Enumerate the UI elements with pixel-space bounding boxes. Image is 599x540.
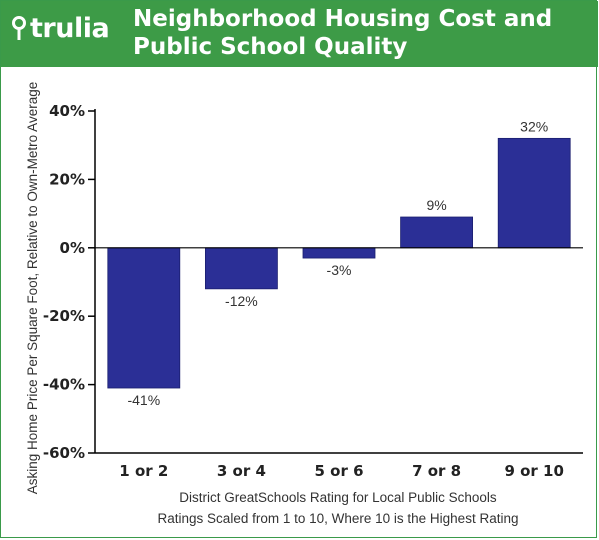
- bar-1-or-2: [107, 247, 181, 389]
- y-tick-label: -40%: [43, 376, 85, 394]
- data-label: -12%: [225, 293, 258, 309]
- chart-title: Neighborhood Housing Cost and Public Sch…: [133, 5, 588, 61]
- y-tick-label: 0%: [60, 239, 85, 257]
- x-axis-title-line2: Ratings Scaled from 1 to 10, Where 10 is…: [158, 511, 519, 526]
- y-tick-label: 40%: [49, 102, 85, 120]
- data-label: 32%: [520, 118, 548, 134]
- x-category-label: 7 or 8: [412, 462, 461, 480]
- location-pin-icon: [12, 16, 26, 40]
- y-tick-label: -20%: [43, 307, 85, 325]
- logo-text: trulia: [30, 13, 110, 44]
- y-axis-ticks: 40% 20% 0% -20% -40% -60%: [43, 102, 95, 462]
- x-category-label: 5 or 6: [314, 462, 363, 480]
- x-category-label: 9 or 10: [504, 462, 563, 480]
- y-axis-title: Asking Home Price Per Square Foot, Relat…: [25, 82, 40, 494]
- data-label: -3%: [327, 262, 352, 278]
- bar-7-or-8: [400, 216, 474, 249]
- x-category-label: 1 or 2: [119, 462, 168, 480]
- bars: [107, 137, 571, 389]
- y-tick-label: 20%: [49, 170, 85, 188]
- bar-3-or-4: [204, 247, 278, 290]
- bar-9-or-10: [497, 137, 571, 249]
- x-axis-labels: 1 or 2 3 or 4 5 or 6 7 or 8 9 or 10: [119, 462, 564, 480]
- data-labels: -41% -12% -3% 9% 32%: [127, 118, 548, 408]
- axes: [94, 109, 583, 454]
- chart-title-line2: Public School Quality: [133, 34, 408, 60]
- chart-title-line1: Neighborhood Housing Cost and: [133, 6, 553, 32]
- y-tick-label: -60%: [43, 444, 85, 462]
- x-axis-title-line1: District GreatSchools Rating for Local P…: [179, 490, 497, 505]
- data-label: 9%: [426, 197, 446, 213]
- data-label: -41%: [127, 392, 160, 408]
- x-category-label: 3 or 4: [217, 462, 266, 480]
- trulia-logo: trulia: [11, 13, 110, 44]
- bar-5-or-6: [302, 247, 376, 259]
- header-banner: trulia Neighborhood Housing Cost and Pub…: [1, 1, 598, 67]
